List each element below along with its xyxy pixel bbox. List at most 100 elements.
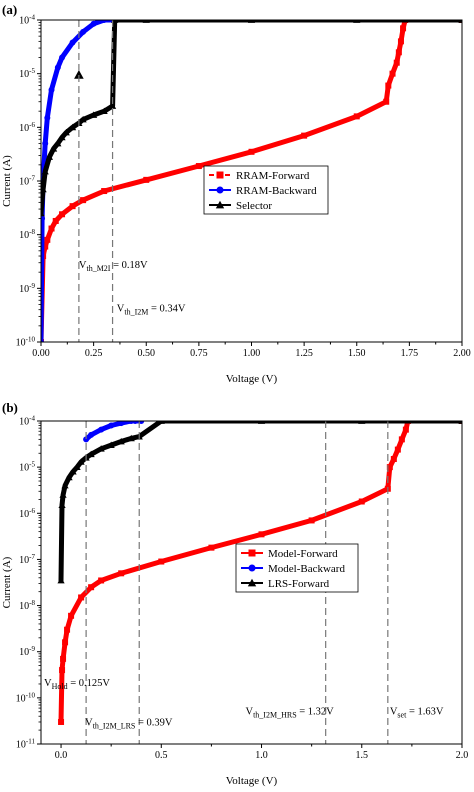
data-point-RRAM-Forward bbox=[383, 98, 390, 105]
panel-label: (b) bbox=[2, 400, 18, 415]
legend-label: Model-Backward bbox=[268, 563, 345, 575]
legend-marker bbox=[248, 549, 256, 557]
plot-area bbox=[57, 421, 462, 725]
y-axis-title: Current (A) bbox=[1, 556, 13, 608]
y-tick-label: 10-10 bbox=[16, 336, 36, 349]
y-tick-base: 10 bbox=[19, 16, 29, 27]
data-point-Selector bbox=[41, 167, 49, 175]
x-tick-label: 0.25 bbox=[85, 348, 103, 359]
data-point-Selector bbox=[247, 20, 256, 23]
threshold-annotation: Vth_I2M_HRS = 1.32V bbox=[245, 706, 334, 719]
x-axis-title: Voltage (V) bbox=[226, 373, 278, 385]
data-point-Selector bbox=[54, 139, 62, 147]
legend: RRAM-Forward RRAM-Backward Selector bbox=[203, 165, 329, 215]
panel-b: 0.0 0.5 1.0 1.5 2.010-410-510-610-710-810-91… bbox=[1, 400, 468, 787]
data-point-RRAM-Backward bbox=[41, 339, 44, 342]
data-point-Model-Backward bbox=[88, 431, 95, 438]
y-tick-base: 10 bbox=[16, 338, 26, 349]
data-point-RRAM-Forward bbox=[389, 70, 396, 77]
annotation-main: V bbox=[245, 706, 253, 717]
legend-label: LRS-Forward bbox=[268, 578, 330, 590]
x-tick-label: 1.00 bbox=[243, 348, 261, 359]
data-point-LRS-Forward bbox=[117, 437, 125, 445]
data-point-LRS-Forward bbox=[107, 441, 115, 449]
data-point-LRS-Forward bbox=[458, 421, 462, 424]
data-point-LRS-Forward bbox=[59, 491, 67, 498]
data-point-Model-Backward bbox=[132, 421, 139, 424]
panel-a: 0.00 0.25 0.50 0.75 1.00 1.25 1.50 1.75 2.0010-4… bbox=[1, 2, 471, 385]
x-tick-label: 1.0 bbox=[255, 750, 268, 761]
annotation-subscript: th_M2I bbox=[86, 264, 110, 273]
data-point-LRS-Forward bbox=[69, 468, 77, 475]
data-point-Selector bbox=[90, 111, 98, 118]
y-tick-label: 10-6 bbox=[19, 507, 35, 520]
data-point-Model-Forward bbox=[58, 718, 65, 725]
x-tick-label: 0.00 bbox=[32, 348, 50, 359]
y-tick-label: 10-8 bbox=[19, 599, 35, 612]
data-point-RRAM-Forward bbox=[400, 25, 407, 32]
y-tick-exponent: -4 bbox=[29, 14, 35, 22]
y-tick-base: 10 bbox=[19, 463, 29, 474]
data-point-Model-Forward bbox=[60, 655, 67, 662]
data-point-Model-Forward bbox=[394, 446, 401, 453]
plot-frame bbox=[40, 420, 463, 745]
annotation-subscript: th_I2M_HRS bbox=[253, 710, 297, 719]
legend: Model-Forward Model-Backward LRS-Forward bbox=[235, 543, 359, 593]
legend-marker bbox=[216, 171, 224, 179]
legend-label: Model-Forward bbox=[268, 548, 338, 560]
threshold-annotation: Vth_M2I = 0.18V bbox=[79, 260, 148, 273]
annotation-main: V bbox=[85, 718, 93, 729]
y-axis-title: Current (A) bbox=[1, 155, 13, 207]
data-point-RRAM-Backward bbox=[59, 54, 66, 61]
annotation-subscript: set bbox=[397, 710, 407, 719]
data-point-Model-Forward bbox=[68, 612, 75, 619]
y-tick-base: 10 bbox=[19, 601, 29, 612]
y-tick-exponent: -4 bbox=[29, 415, 35, 423]
data-point-RRAM-Backward bbox=[101, 20, 108, 23]
y-tick-base: 10 bbox=[19, 647, 29, 658]
x-tick-label: 2.00 bbox=[453, 348, 471, 359]
y-tick-label: 10-5 bbox=[19, 461, 35, 474]
data-point-Selector bbox=[58, 133, 66, 141]
data-point-Selector bbox=[108, 102, 117, 109]
annotation-value: = 1.63V bbox=[406, 706, 444, 717]
data-point-Selector bbox=[41, 185, 47, 193]
y-tick-base: 10 bbox=[19, 177, 29, 188]
annotation-subscript: Hold bbox=[52, 682, 68, 691]
x-tick-label: 0.5 bbox=[155, 750, 168, 761]
data-point-Model-Forward bbox=[386, 464, 393, 471]
data-point-RRAM-Forward bbox=[301, 132, 308, 139]
legend-label: RRAM-Forward bbox=[236, 170, 310, 182]
data-point-outlier bbox=[74, 70, 84, 79]
y-tick-label: 10-7 bbox=[19, 175, 35, 188]
data-point-RRAM-Backward bbox=[41, 215, 46, 222]
data-point-RRAM-Forward bbox=[101, 188, 108, 195]
data-point-Model-Forward bbox=[62, 639, 69, 646]
data-point-LRS-Forward bbox=[57, 576, 65, 584]
y-tick-exponent: -9 bbox=[29, 645, 35, 653]
y-tick-label: 10-10 bbox=[16, 691, 36, 704]
data-point-Selector bbox=[142, 20, 150, 23]
data-point-RRAM-Backward bbox=[44, 114, 51, 121]
data-point-RRAM-Forward bbox=[59, 211, 66, 218]
y-tick-exponent: -10 bbox=[26, 691, 36, 699]
data-point-RRAM-Backward bbox=[48, 86, 55, 93]
y-tick-base: 10 bbox=[19, 284, 29, 295]
data-point-Model-Backward bbox=[98, 426, 105, 433]
data-point-Model-Forward bbox=[78, 594, 85, 601]
data-point-Model-Forward bbox=[59, 667, 66, 674]
data-point-Selector bbox=[458, 20, 462, 23]
y-tick-base: 10 bbox=[19, 230, 29, 241]
data-point-Selector bbox=[79, 115, 87, 123]
data-point-RRAM-Forward bbox=[52, 217, 59, 224]
data-point-Model-Forward bbox=[358, 498, 365, 505]
data-point-Model-Backward bbox=[118, 421, 125, 427]
data-point-Model-Forward bbox=[402, 426, 409, 433]
y-tick-base: 10 bbox=[19, 555, 29, 566]
data-point-RRAM-Backward bbox=[54, 64, 61, 71]
data-point-Model-Forward bbox=[308, 517, 315, 524]
data-point-LRS-Forward bbox=[65, 473, 73, 481]
data-point-Model-Forward bbox=[208, 544, 215, 551]
data-point-RRAM-Forward bbox=[42, 243, 49, 250]
data-point-RRAM-Backward bbox=[90, 20, 97, 27]
